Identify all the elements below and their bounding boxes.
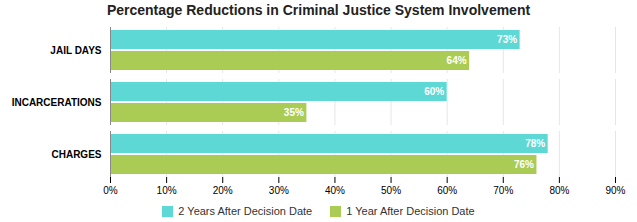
svg-text:80%: 80% (549, 185, 569, 196)
svg-text:40%: 40% (325, 185, 345, 196)
svg-text:78%: 78% (525, 138, 545, 149)
svg-text:INCARCERATIONS: INCARCERATIONS (12, 97, 102, 108)
html-text:2 Years After Decision Date: 2 Years After Decision Date (178, 205, 313, 217)
svg-text:0%: 0% (103, 185, 118, 196)
svg-text:60%: 60% (424, 86, 444, 97)
svg-text:30%: 30% (269, 185, 289, 196)
svg-text:70%: 70% (493, 185, 513, 196)
svg-text:35%: 35% (284, 107, 304, 118)
svg-text:CHARGES: CHARGES (51, 149, 101, 160)
html-text:Percentage Reductions in Crimi: Percentage Reductions in Criminal Justic… (106, 2, 531, 18)
svg-text:JAIL DAYS: JAIL DAYS (50, 45, 101, 56)
svg-text:50%: 50% (381, 185, 401, 196)
svg-text:73%: 73% (497, 34, 517, 45)
svg-text:90%: 90% (605, 185, 625, 196)
svg-text:64%: 64% (447, 55, 467, 66)
svg-text:60%: 60% (437, 185, 457, 196)
html-text:1 Year After Decision Date: 1 Year After Decision Date (346, 205, 475, 217)
svg-text:10%: 10% (157, 185, 177, 196)
svg-text:20%: 20% (213, 185, 233, 196)
svg-text:76%: 76% (514, 159, 534, 170)
